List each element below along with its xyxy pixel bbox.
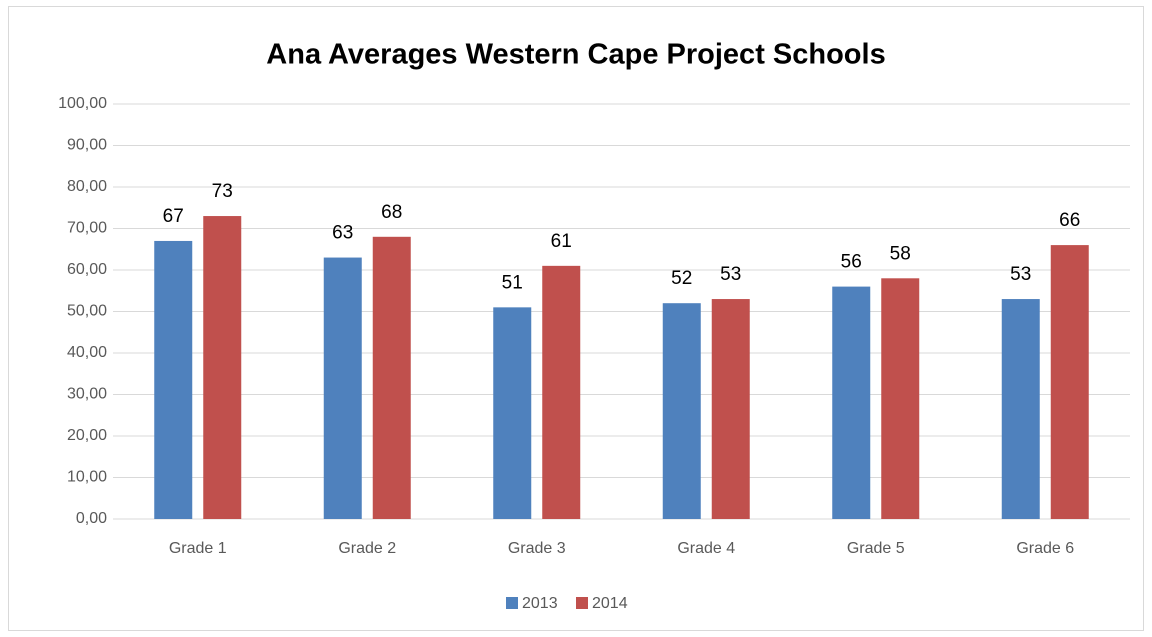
bar — [1050, 245, 1089, 519]
data-label: 53 — [1010, 264, 1031, 285]
x-tick-label: Grade 2 — [338, 540, 396, 557]
y-tick-label: 80,00 — [67, 178, 107, 195]
legend-swatch — [576, 597, 588, 609]
x-tick-label: Grade 6 — [1016, 540, 1074, 557]
data-label: 53 — [720, 264, 741, 285]
data-label: 61 — [551, 231, 572, 252]
x-tick-label: Grade 1 — [169, 540, 227, 557]
y-tick-label: 90,00 — [67, 137, 107, 154]
y-tick-label: 50,00 — [67, 303, 107, 320]
x-tick-label: Grade 3 — [508, 540, 566, 557]
bar — [881, 278, 920, 519]
bar — [542, 265, 581, 519]
bar — [372, 236, 411, 520]
y-tick-label: 10,00 — [67, 469, 107, 486]
data-label: 58 — [890, 243, 911, 264]
y-tick-label: 20,00 — [67, 427, 107, 444]
bar — [832, 286, 871, 519]
y-tick-label: 70,00 — [67, 220, 107, 237]
y-tick-label: 30,00 — [67, 386, 107, 403]
y-tick-label: 100,00 — [58, 95, 107, 112]
bar — [711, 299, 750, 519]
legend-label: 2014 — [592, 595, 628, 612]
data-label: 56 — [841, 252, 862, 273]
chart-title: Ana Averages Western Cape Project School… — [266, 39, 885, 71]
data-label: 51 — [502, 272, 523, 293]
legend-swatch — [506, 597, 518, 609]
bar — [662, 303, 701, 519]
bar — [493, 307, 532, 519]
bar — [1001, 299, 1040, 519]
y-tick-label: 0,00 — [76, 510, 107, 527]
data-label: 52 — [671, 268, 692, 289]
data-label: 73 — [212, 181, 233, 202]
data-label: 67 — [163, 206, 184, 227]
x-tick-label: Grade 4 — [677, 540, 735, 557]
x-tick-label: Grade 5 — [847, 540, 905, 557]
bar — [203, 216, 242, 520]
data-label: 68 — [381, 202, 402, 223]
legend-label: 2013 — [522, 595, 558, 612]
data-label: 66 — [1059, 210, 1080, 231]
bar — [154, 240, 193, 519]
bar — [323, 257, 362, 519]
data-label: 63 — [332, 223, 353, 244]
y-tick-label: 60,00 — [67, 261, 107, 278]
y-tick-label: 40,00 — [67, 344, 107, 361]
